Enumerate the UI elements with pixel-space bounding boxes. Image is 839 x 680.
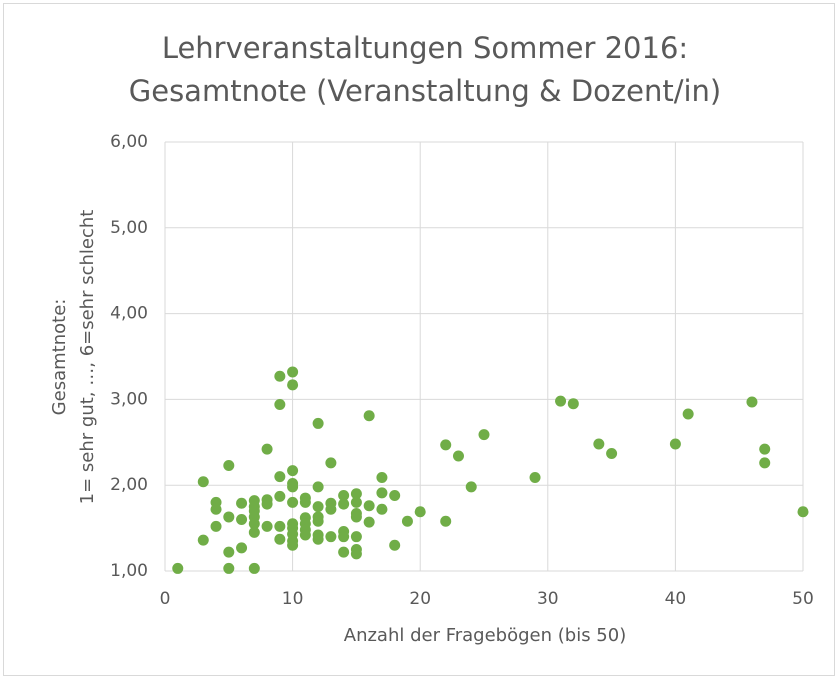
point	[287, 379, 299, 391]
y-tick-label: 2,00	[110, 475, 148, 495]
point	[236, 542, 248, 554]
point	[350, 496, 362, 508]
point	[274, 370, 286, 382]
point	[261, 498, 273, 510]
chart-title: Gesamtnote (Veranstaltung & Dozent/in)	[129, 74, 722, 108]
point	[338, 546, 350, 558]
chart-title: Lehrveranstaltungen Sommer 2016:	[162, 31, 688, 65]
point	[223, 459, 235, 471]
y-axis-title-line: Gesamtnote:	[49, 299, 70, 416]
point	[338, 498, 350, 510]
point	[567, 398, 579, 410]
point	[440, 439, 452, 451]
point	[210, 503, 222, 515]
point	[363, 516, 375, 528]
point	[299, 529, 311, 541]
point	[338, 531, 350, 543]
y-tick-label: 1,00	[110, 561, 148, 581]
point	[248, 526, 260, 538]
x-axis-title: Anzahl der Fragebögen (bis 50)	[344, 625, 626, 646]
point	[274, 533, 286, 545]
point	[274, 471, 286, 483]
x-tick-label: 20	[409, 589, 431, 609]
point	[682, 408, 694, 420]
x-tick-label: 10	[282, 589, 304, 609]
y-axis-title-line: 1= sehr gut, …, 6=sehr schlecht	[77, 210, 98, 505]
point	[452, 450, 464, 462]
point	[312, 417, 324, 429]
point	[350, 548, 362, 560]
point	[759, 443, 771, 455]
point	[312, 481, 324, 493]
point	[555, 395, 567, 407]
point	[363, 500, 375, 512]
point	[746, 396, 758, 408]
point	[223, 511, 235, 523]
x-tick-label: 40	[665, 589, 687, 609]
point	[197, 534, 209, 546]
point	[299, 496, 311, 508]
point	[261, 520, 273, 532]
point	[312, 533, 324, 545]
point	[669, 438, 681, 450]
point	[236, 497, 248, 509]
point	[261, 443, 273, 455]
y-axis-title: Gesamtnote: 1= sehr gut, …, 6=sehr schle…	[49, 210, 98, 505]
x-tick-label: 30	[537, 589, 559, 609]
point	[376, 503, 388, 515]
point	[376, 487, 388, 499]
point	[350, 511, 362, 523]
y-tick-label: 5,00	[110, 218, 148, 238]
point	[312, 515, 324, 527]
point	[223, 546, 235, 558]
point	[287, 366, 299, 378]
point	[440, 515, 452, 527]
chart-border	[3, 3, 835, 676]
point	[478, 429, 490, 441]
point	[325, 457, 337, 469]
point	[325, 503, 337, 515]
y-tick-label: 4,00	[110, 304, 148, 324]
point	[287, 465, 299, 477]
point	[401, 515, 413, 527]
point	[376, 471, 388, 483]
point	[593, 438, 605, 450]
y-tick-label: 3,00	[110, 389, 148, 409]
point	[529, 471, 541, 483]
point	[287, 496, 299, 508]
point	[223, 562, 235, 574]
point	[759, 457, 771, 469]
point	[338, 489, 350, 501]
x-tick-label: 0	[160, 589, 171, 609]
point	[274, 490, 286, 502]
point	[287, 481, 299, 493]
point	[350, 488, 362, 500]
point	[325, 531, 337, 543]
point	[197, 476, 209, 488]
point	[389, 489, 401, 501]
point	[274, 520, 286, 532]
point	[287, 539, 299, 551]
point	[248, 518, 260, 530]
point	[350, 531, 362, 543]
point	[312, 501, 324, 513]
point	[797, 506, 809, 518]
point	[414, 506, 426, 518]
point	[274, 399, 286, 411]
point	[236, 514, 248, 526]
point	[606, 447, 618, 459]
point	[248, 562, 260, 574]
x-tick-label: 50	[792, 589, 814, 609]
point	[363, 410, 375, 422]
y-tick-label: 6,00	[110, 132, 148, 152]
point	[465, 481, 477, 493]
point	[389, 539, 401, 551]
point	[210, 520, 222, 532]
point	[172, 562, 184, 574]
